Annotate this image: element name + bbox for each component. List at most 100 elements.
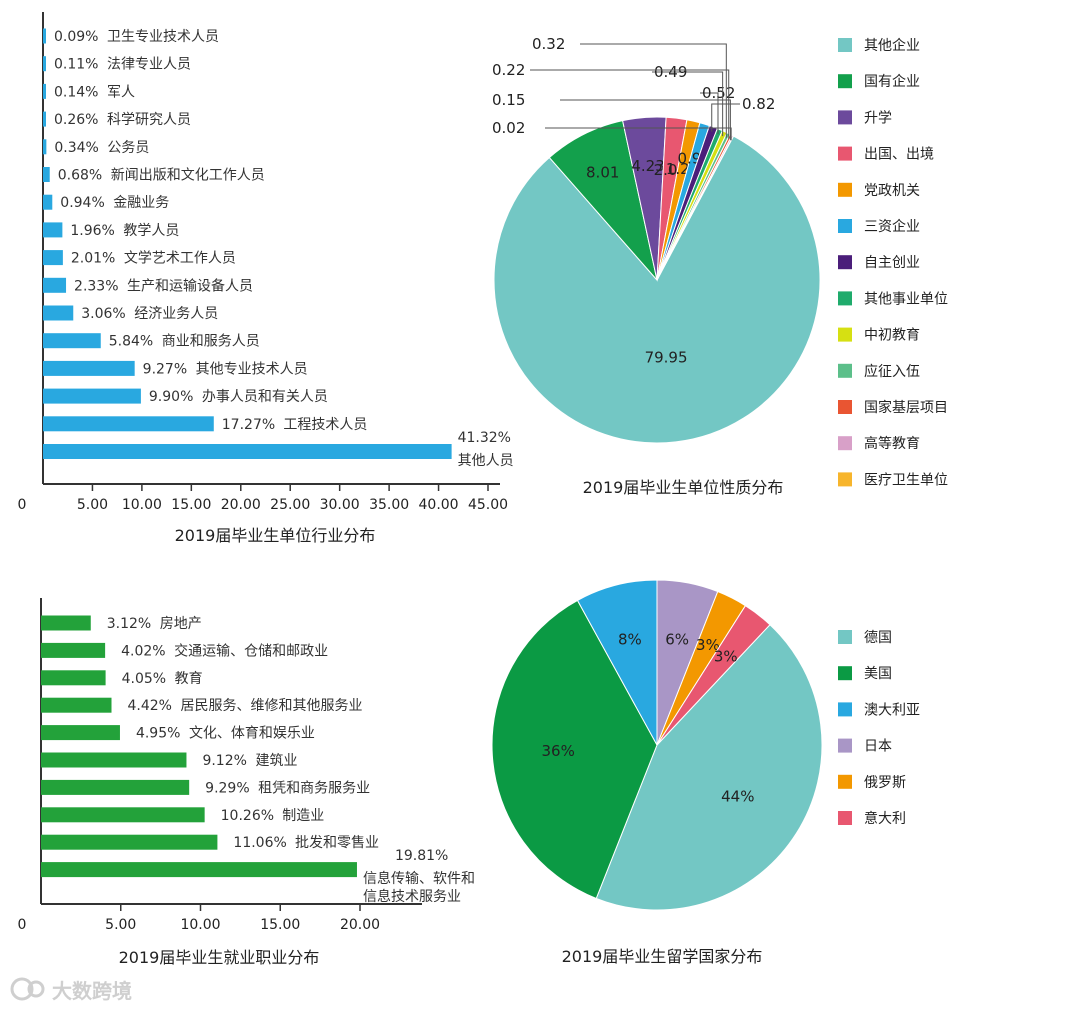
legend-swatch <box>838 702 852 717</box>
x-tick-label: 20.00 <box>340 917 380 933</box>
bar-category-label: 其他专业技术人员 <box>196 361 308 377</box>
legend-swatch <box>838 774 852 789</box>
chart-title: 2019届毕业生单位行业分布 <box>175 526 376 545</box>
bar <box>43 167 50 182</box>
bar-value-label: 9.12% <box>202 753 246 769</box>
pie-value-label: 8% <box>618 631 642 649</box>
bar-value-label: 4.02% <box>121 643 165 659</box>
legend-label: 国有企业 <box>864 73 920 90</box>
bar <box>41 752 187 768</box>
x-tick-label: 40.00 <box>419 497 459 513</box>
pie-value-label: 3% <box>696 636 720 654</box>
legend-label: 其他事业单位 <box>864 291 948 307</box>
bar-value-label: 0.34% <box>54 140 98 156</box>
bar <box>41 779 190 795</box>
legend-label: 升学 <box>864 110 892 126</box>
bar-category-label: 信息传输、软件和 <box>363 870 475 887</box>
x-tick-label: 10.00 <box>122 497 162 513</box>
bar <box>43 444 452 459</box>
bar-value-label: 5.84% <box>109 334 153 350</box>
legend-label: 医疗卫生单位 <box>864 472 948 488</box>
x-tick-label: 15.00 <box>260 917 300 933</box>
bar-category-label: 公务员 <box>107 140 149 156</box>
x-tick-label: 15.00 <box>171 497 211 513</box>
pie-value-label: 3% <box>714 647 738 665</box>
chart-title: 2019届毕业生单位性质分布 <box>583 478 784 497</box>
bar-category-label: 房地产 <box>160 616 202 632</box>
bar-category-label: 金融业务 <box>113 195 169 211</box>
legend-label: 美国 <box>864 666 892 682</box>
legend-label: 意大利 <box>864 810 906 827</box>
legend-label: 德国 <box>864 630 892 646</box>
bar <box>41 670 106 686</box>
bar <box>43 111 46 127</box>
legend-swatch <box>838 630 852 644</box>
bar-category-label: 批发和零售业 <box>295 835 379 851</box>
x-tick-label: 20.00 <box>221 497 261 513</box>
bar-category-label: 军人 <box>107 84 135 100</box>
legend-swatch <box>838 472 852 487</box>
legend-label: 其他企业 <box>864 37 920 54</box>
pie-leader-line <box>700 92 719 135</box>
bar-value-label: 2.01% <box>71 251 115 267</box>
bar-category-label: 生产和运输设备人员 <box>127 277 253 294</box>
bar <box>41 834 218 850</box>
pie-value-label: 0.02 <box>492 119 525 137</box>
legend-swatch <box>838 219 852 233</box>
bar-value-label: 9.27% <box>143 361 187 377</box>
bar <box>43 194 53 210</box>
chart-title: 2019届毕业生就业职业分布 <box>119 948 320 967</box>
legend-label: 中初教育 <box>864 327 920 344</box>
bar-value-label: 0.26% <box>54 112 98 128</box>
bar <box>43 416 214 432</box>
bar-value-label: 41.32% <box>458 430 511 446</box>
bar-value-label: 3.12% <box>107 616 151 632</box>
pie-value-label: 0.22 <box>492 61 525 79</box>
legend-label: 应征入伍 <box>864 363 920 380</box>
pie-value-label: 6% <box>665 631 689 649</box>
unit-nature-pie-chart: 79.958.01 4.232.031.290.960.820.520.490.3… <box>492 35 948 497</box>
bar-value-label: 3.06% <box>81 306 125 322</box>
bar-value-label: 17.27% <box>222 417 275 433</box>
bar-category-label: 建筑业 <box>255 753 297 769</box>
pie-slice <box>656 604 771 746</box>
bar <box>41 697 112 713</box>
bar-value-label: 0.14% <box>54 84 98 100</box>
legend-swatch <box>838 400 852 414</box>
bar-category-label: 卫生专业技术人员 <box>107 29 219 45</box>
bar-category-label: 交通运输、仓储和邮政业 <box>174 642 328 659</box>
legend-swatch <box>838 436 852 451</box>
legend-swatch <box>838 666 852 681</box>
pie-value-label: 44% <box>721 787 754 805</box>
pie-value-label: 8.01 <box>586 163 619 181</box>
bar-category-label: 办事人员和有关人员 <box>202 389 328 405</box>
bar <box>43 388 141 404</box>
legend-swatch <box>838 255 852 270</box>
legend-label: 自主创业 <box>864 255 920 271</box>
bar <box>43 83 46 99</box>
bar-value-label: 11.06% <box>233 835 286 851</box>
pie-leader-line <box>545 127 732 141</box>
bar <box>43 250 63 266</box>
bar <box>43 56 46 72</box>
bar-value-label: 0.94% <box>60 195 104 211</box>
x-tick-label: 30.00 <box>320 497 360 513</box>
legend-swatch <box>838 327 852 342</box>
pie-slice <box>493 135 821 444</box>
pie-slice <box>595 624 823 911</box>
bar <box>41 725 120 741</box>
x-tick-label: 10.00 <box>180 917 220 933</box>
x-tick-label: 5.00 <box>105 917 136 933</box>
bar-category-label: 居民服务、维修和其他服务业 <box>180 698 362 714</box>
x-origin-label: 0 <box>18 497 27 513</box>
pie-value-label: 0.32 <box>532 35 565 53</box>
bar-value-label: 1.96% <box>70 223 114 239</box>
bar-value-label: 0.11% <box>54 57 98 73</box>
legend-swatch <box>838 811 852 825</box>
bar-category-label: 经济业务人员 <box>134 306 218 322</box>
bar <box>43 139 47 155</box>
bar-category-label: 信息技术服务业 <box>363 888 461 905</box>
bar <box>43 222 63 238</box>
bar-value-label: 9.90% <box>149 389 193 405</box>
